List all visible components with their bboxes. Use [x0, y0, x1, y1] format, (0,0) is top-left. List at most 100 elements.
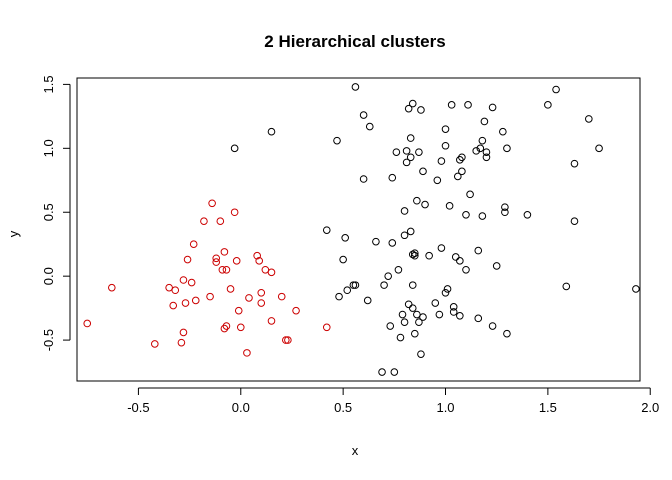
black-cluster-point: [488, 103, 497, 112]
black-cluster-point: [501, 208, 509, 217]
black-cluster-point: [408, 99, 417, 108]
red-cluster-point: [179, 276, 188, 284]
red-cluster-point: [212, 254, 221, 263]
red-cluster-point: [212, 258, 221, 266]
x-tick-label: 1.5: [539, 400, 557, 415]
black-cluster-point: [386, 322, 395, 330]
black-cluster-point: [322, 226, 331, 234]
black-cluster-point: [456, 156, 464, 164]
red-cluster-point: [230, 208, 239, 217]
black-cluster-point: [437, 157, 446, 165]
red-cluster-point: [83, 319, 92, 328]
black-cluster-point: [595, 144, 603, 153]
black-cluster-point: [335, 292, 343, 301]
black-cluster-point: [413, 196, 421, 205]
black-cluster-point: [472, 147, 481, 155]
black-cluster-point: [394, 265, 403, 274]
black-cluster-point: [365, 122, 374, 131]
black-cluster-point: [562, 282, 571, 291]
chart-title: 2 Hierarchical clusters: [264, 32, 445, 51]
red-cluster-point: [171, 286, 180, 295]
black-cluster-point: [415, 318, 423, 326]
black-cluster-point: [384, 272, 392, 280]
red-cluster-point: [222, 322, 231, 330]
x-tick-label: -0.5: [127, 400, 149, 415]
x-axis: -0.5 0.0 0.5 1.0 1.5 2.0: [127, 387, 659, 415]
black-cluster-point: [398, 310, 407, 319]
red-cluster-point: [220, 324, 229, 333]
red-cluster-point: [191, 296, 200, 305]
y-axis-label: y: [6, 230, 21, 237]
red-cluster-point: [257, 288, 266, 297]
red-cluster-point: [284, 336, 292, 344]
black-cluster-point: [478, 212, 487, 220]
black-cluster-point: [451, 253, 460, 261]
red-cluster-point: [226, 285, 235, 293]
black-cluster-point: [417, 350, 425, 358]
black-cluster-point: [333, 136, 341, 145]
red-cluster-point: [206, 292, 214, 301]
red-cluster-point: [108, 283, 116, 292]
red-cluster-point: [282, 336, 290, 344]
y-tick-label: 0.5: [41, 203, 56, 221]
black-cluster-point: [433, 176, 442, 185]
black-cluster-point: [458, 153, 466, 162]
black-cluster-point: [632, 285, 640, 293]
black-cluster-point: [417, 106, 425, 114]
red-cluster-point: [232, 257, 241, 265]
red-cluster-point: [177, 338, 186, 347]
black-cluster-point: [363, 296, 372, 305]
black-cluster-point: [400, 231, 409, 240]
y-tick-label: 1.5: [41, 75, 56, 93]
black-cluster-point: [402, 147, 411, 155]
x-axis-label: x: [352, 443, 359, 458]
black-cluster-point: [400, 207, 409, 215]
black-cluster-point: [488, 322, 497, 330]
black-cluster-point: [404, 300, 413, 309]
black-cluster-point: [408, 304, 417, 312]
black-cluster-point: [441, 125, 450, 133]
black-cluster-point: [453, 172, 462, 181]
black-cluster-point: [392, 148, 401, 156]
x-tick-label: 1.0: [436, 400, 454, 415]
black-cluster-point: [458, 167, 466, 176]
black-cluster-point: [378, 368, 386, 376]
black-cluster-point: [523, 210, 532, 219]
red-cluster-point: [220, 248, 229, 256]
black-cluster-point: [419, 167, 427, 176]
black-cluster-point: [474, 314, 483, 323]
black-cluster-point: [349, 281, 358, 289]
black-cluster-point: [388, 239, 397, 247]
x-tick-label: 0.5: [334, 400, 352, 415]
black-cluster-point: [425, 251, 433, 260]
black-cluster-point: [503, 144, 511, 153]
black-cluster-point: [411, 249, 419, 257]
red-cluster-point: [187, 278, 196, 287]
black-cluster-point: [406, 227, 415, 236]
black-cluster-point: [341, 234, 349, 242]
black-cluster-point: [503, 329, 511, 338]
black-cluster-point: [480, 117, 489, 126]
red-cluster-point: [245, 294, 253, 302]
black-cluster-point: [390, 368, 399, 376]
red-cluster-point: [292, 306, 300, 315]
black-cluster-point: [462, 265, 470, 274]
black-cluster-point: [482, 153, 491, 162]
black-cluster-point: [456, 257, 464, 265]
red-cluster-point: [261, 265, 270, 274]
black-cluster-point: [492, 262, 501, 270]
black-cluster-point: [544, 101, 552, 109]
y-tick-label: 1.0: [41, 139, 56, 157]
black-cluster-point: [419, 313, 427, 321]
black-cluster-point: [431, 299, 440, 307]
black-cluster-point: [339, 255, 347, 264]
red-cluster-point: [150, 340, 159, 348]
black-cluster-point: [441, 288, 450, 297]
red-cluster-point: [183, 255, 192, 264]
black-cluster-point: [408, 281, 417, 289]
black-cluster-point: [570, 217, 579, 225]
black-cluster-point: [267, 127, 276, 136]
black-cluster-point: [372, 237, 380, 246]
red-cluster-point: [277, 292, 286, 301]
